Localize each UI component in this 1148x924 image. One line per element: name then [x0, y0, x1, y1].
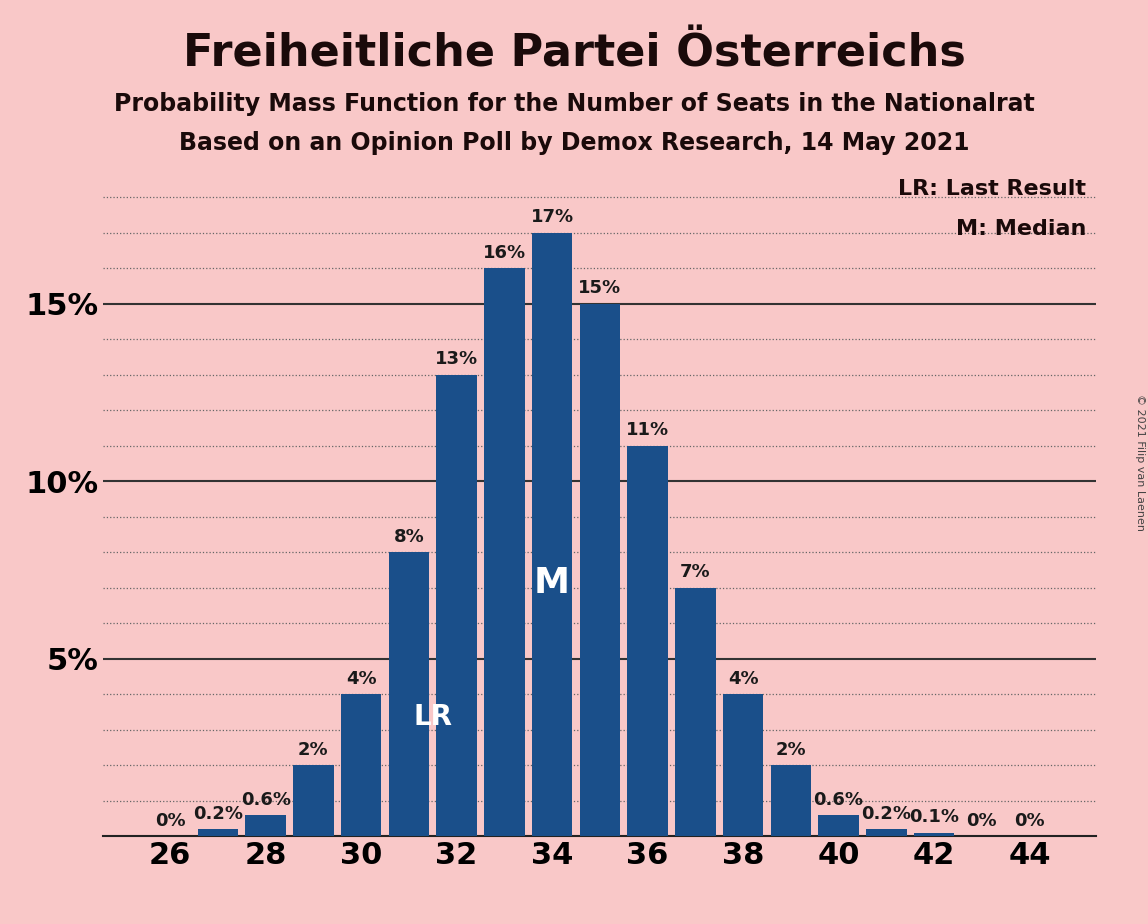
Bar: [388, 553, 429, 836]
Text: Based on an Opinion Poll by Demox Research, 14 May 2021: Based on an Opinion Poll by Demox Resear…: [179, 131, 969, 155]
Bar: [770, 765, 812, 836]
Text: LR: Last Result: LR: Last Result: [899, 178, 1086, 199]
Text: 0%: 0%: [155, 812, 186, 830]
Bar: [627, 445, 668, 836]
Text: 7%: 7%: [680, 564, 711, 581]
Bar: [436, 375, 476, 836]
Bar: [293, 765, 334, 836]
Bar: [819, 815, 859, 836]
Text: 4%: 4%: [728, 670, 759, 687]
Text: 11%: 11%: [626, 421, 669, 439]
Bar: [484, 268, 525, 836]
Text: 2%: 2%: [776, 741, 806, 759]
Text: 0%: 0%: [1014, 812, 1045, 830]
Text: 0.6%: 0.6%: [814, 791, 863, 808]
Text: Probability Mass Function for the Number of Seats in the Nationalrat: Probability Mass Function for the Number…: [114, 92, 1034, 116]
Text: 0.2%: 0.2%: [193, 805, 243, 822]
Text: 0.2%: 0.2%: [861, 805, 912, 822]
Text: LR: LR: [413, 703, 452, 731]
Bar: [914, 833, 954, 836]
Bar: [580, 304, 620, 836]
Text: Freiheitliche Partei Österreichs: Freiheitliche Partei Österreichs: [183, 32, 965, 76]
Text: 17%: 17%: [530, 208, 574, 226]
Bar: [246, 815, 286, 836]
Bar: [675, 588, 715, 836]
Text: 4%: 4%: [346, 670, 377, 687]
Text: M: Median: M: Median: [956, 219, 1086, 239]
Bar: [197, 829, 238, 836]
Text: 13%: 13%: [435, 350, 479, 369]
Text: 0.1%: 0.1%: [909, 808, 959, 826]
Text: 2%: 2%: [298, 741, 328, 759]
Text: 8%: 8%: [394, 528, 425, 546]
Text: © 2021 Filip van Laenen: © 2021 Filip van Laenen: [1135, 394, 1145, 530]
Bar: [866, 829, 907, 836]
Bar: [341, 694, 381, 836]
Text: 0.6%: 0.6%: [241, 791, 290, 808]
Text: 16%: 16%: [483, 244, 526, 261]
Bar: [532, 233, 573, 836]
Bar: [723, 694, 763, 836]
Text: 0%: 0%: [967, 812, 998, 830]
Text: M: M: [534, 565, 571, 600]
Text: 15%: 15%: [579, 279, 621, 298]
